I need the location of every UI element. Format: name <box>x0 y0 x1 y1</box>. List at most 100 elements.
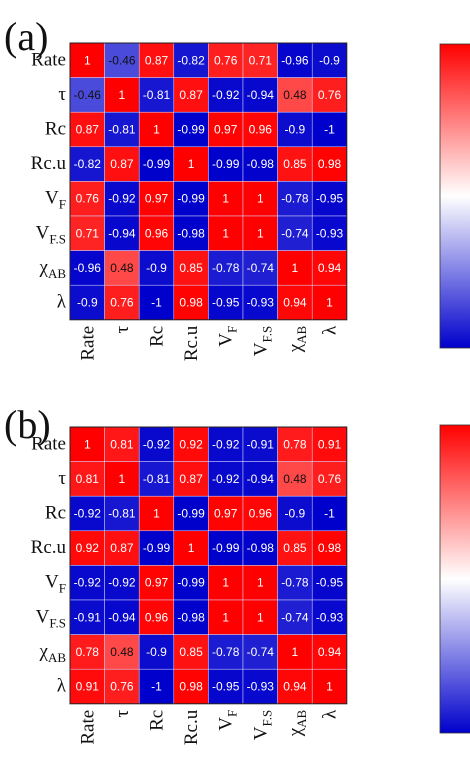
cell-value-label: 0.78 <box>76 645 100 659</box>
heatmap-cell <box>69 111 105 148</box>
cell-value-label: 0.85 <box>283 541 307 555</box>
cell-value-label: -0.9 <box>77 296 98 310</box>
cell-value-label: -0.99 <box>212 157 240 171</box>
cell-value-label: -0.96 <box>74 261 102 275</box>
heatmap-cell <box>277 426 313 462</box>
cell-value-label: 1 <box>257 610 264 624</box>
heatmap-cell <box>173 668 209 705</box>
col-label: Rc <box>147 326 168 347</box>
cell-value-label: -0.91 <box>74 610 102 624</box>
cell-value-label: 0.71 <box>249 53 273 67</box>
heatmap-cell <box>242 181 278 217</box>
cell-value-label: -0.93 <box>247 680 275 694</box>
row-label: VF <box>45 572 66 596</box>
cell-value-label: -0.74 <box>247 645 275 659</box>
cell-value-label: -0.99 <box>177 123 205 137</box>
cell-value-label: -0.92 <box>212 472 240 486</box>
cell-value-label: -0.98 <box>247 541 275 555</box>
col-label: Rate <box>77 710 98 745</box>
cell-value-label: 0.94 <box>318 261 342 275</box>
heatmap-cell <box>242 599 278 635</box>
cell-value-label: -0.82 <box>74 157 102 171</box>
cell-value-label: -0.81 <box>108 507 136 521</box>
heatmap-cell <box>277 565 313 601</box>
heatmap-cell <box>69 668 105 705</box>
cell-value-label: 0.94 <box>283 680 307 694</box>
cell-value-label: 1 <box>326 680 333 694</box>
row-label: λ <box>57 676 67 697</box>
cell-value-label: -0.94 <box>247 472 275 486</box>
heatmap-cell <box>242 77 278 113</box>
row-label: λ <box>57 292 67 313</box>
cell-value-label: 0.85 <box>179 645 203 659</box>
heatmap-cell <box>311 495 348 532</box>
col-label: χAB <box>285 325 309 353</box>
cell-value-label: 0.96 <box>145 610 169 624</box>
heatmap-cell <box>138 42 175 78</box>
heatmap-cell <box>104 146 140 182</box>
col-label: Rc.u <box>181 709 202 745</box>
cell-value-label: -0.92 <box>212 437 240 451</box>
cell-value-label: 1 <box>222 576 229 590</box>
cell-value-label: 0.98 <box>179 296 203 310</box>
cell-value-label: 0.85 <box>179 261 203 275</box>
cell-value-label: -0.74 <box>281 610 309 624</box>
cell-value-label: -0.91 <box>247 437 275 451</box>
heatmap-cell <box>311 215 348 251</box>
cell-value-label: 0.87 <box>110 157 134 171</box>
heatmap-cell <box>277 284 313 321</box>
row-label: χAB <box>39 641 67 665</box>
heatmap-cell <box>173 111 209 148</box>
heatmap-cell <box>173 284 209 321</box>
heatmap-cell <box>173 250 209 286</box>
cell-value-label: 0.97 <box>145 192 169 206</box>
cell-value-label: 0.91 <box>76 680 100 694</box>
cell-value-label: -0.94 <box>108 610 136 624</box>
heatmap-cell <box>242 668 278 705</box>
heatmap-cell <box>277 42 313 78</box>
heatmap-cell <box>277 146 313 182</box>
col-label: τ <box>112 709 133 717</box>
cell-value-label: 0.91 <box>318 437 342 451</box>
cell-value-label: 1 <box>188 541 195 555</box>
cell-value-label: -0.92 <box>212 88 240 102</box>
cell-value-label: -0.9 <box>319 53 340 67</box>
heatmap-cell <box>311 599 348 635</box>
col-label: Rc <box>147 710 168 731</box>
heatmap-cell <box>208 495 244 532</box>
heatmap-cell <box>242 215 278 251</box>
panel-a-label: (a) <box>4 14 48 59</box>
heatmap-cell <box>173 599 209 635</box>
heatmap-cell <box>104 668 140 705</box>
cell-value-label: 0.76 <box>110 296 134 310</box>
heatmap-cell <box>138 250 175 286</box>
heatmap-cell <box>277 181 313 217</box>
row-label: VF <box>45 188 66 212</box>
cell-value-label: -0.98 <box>177 226 205 240</box>
col-label: VF <box>216 710 240 731</box>
cell-value-label: 0.71 <box>76 226 100 240</box>
heatmap-cell <box>208 111 244 148</box>
heatmap-cell <box>277 599 313 635</box>
cell-value-label: 0.97 <box>214 123 238 137</box>
cell-value-label: -0.96 <box>281 53 309 67</box>
row-label: τ <box>58 468 66 489</box>
cell-value-label: -0.78 <box>281 192 309 206</box>
heatmap-cell <box>208 146 244 182</box>
heatmap-cell <box>311 284 348 321</box>
heatmap-cell <box>69 565 105 601</box>
heatmap-cell <box>138 530 175 566</box>
row-label: VF.S <box>36 606 66 630</box>
cell-value-label: 1 <box>222 226 229 240</box>
heatmap-cell <box>104 284 140 321</box>
heatmap-cell <box>277 530 313 566</box>
cell-value-label: 1 <box>292 645 299 659</box>
row-label: Rc.u <box>31 153 67 174</box>
heatmap-cell <box>173 495 209 532</box>
row-label: Rate <box>31 49 66 70</box>
heatmap-cell <box>138 181 175 217</box>
row-label: χAB <box>39 257 67 281</box>
cell-value-label: -0.99 <box>177 576 205 590</box>
heatmap-cell <box>173 461 209 497</box>
